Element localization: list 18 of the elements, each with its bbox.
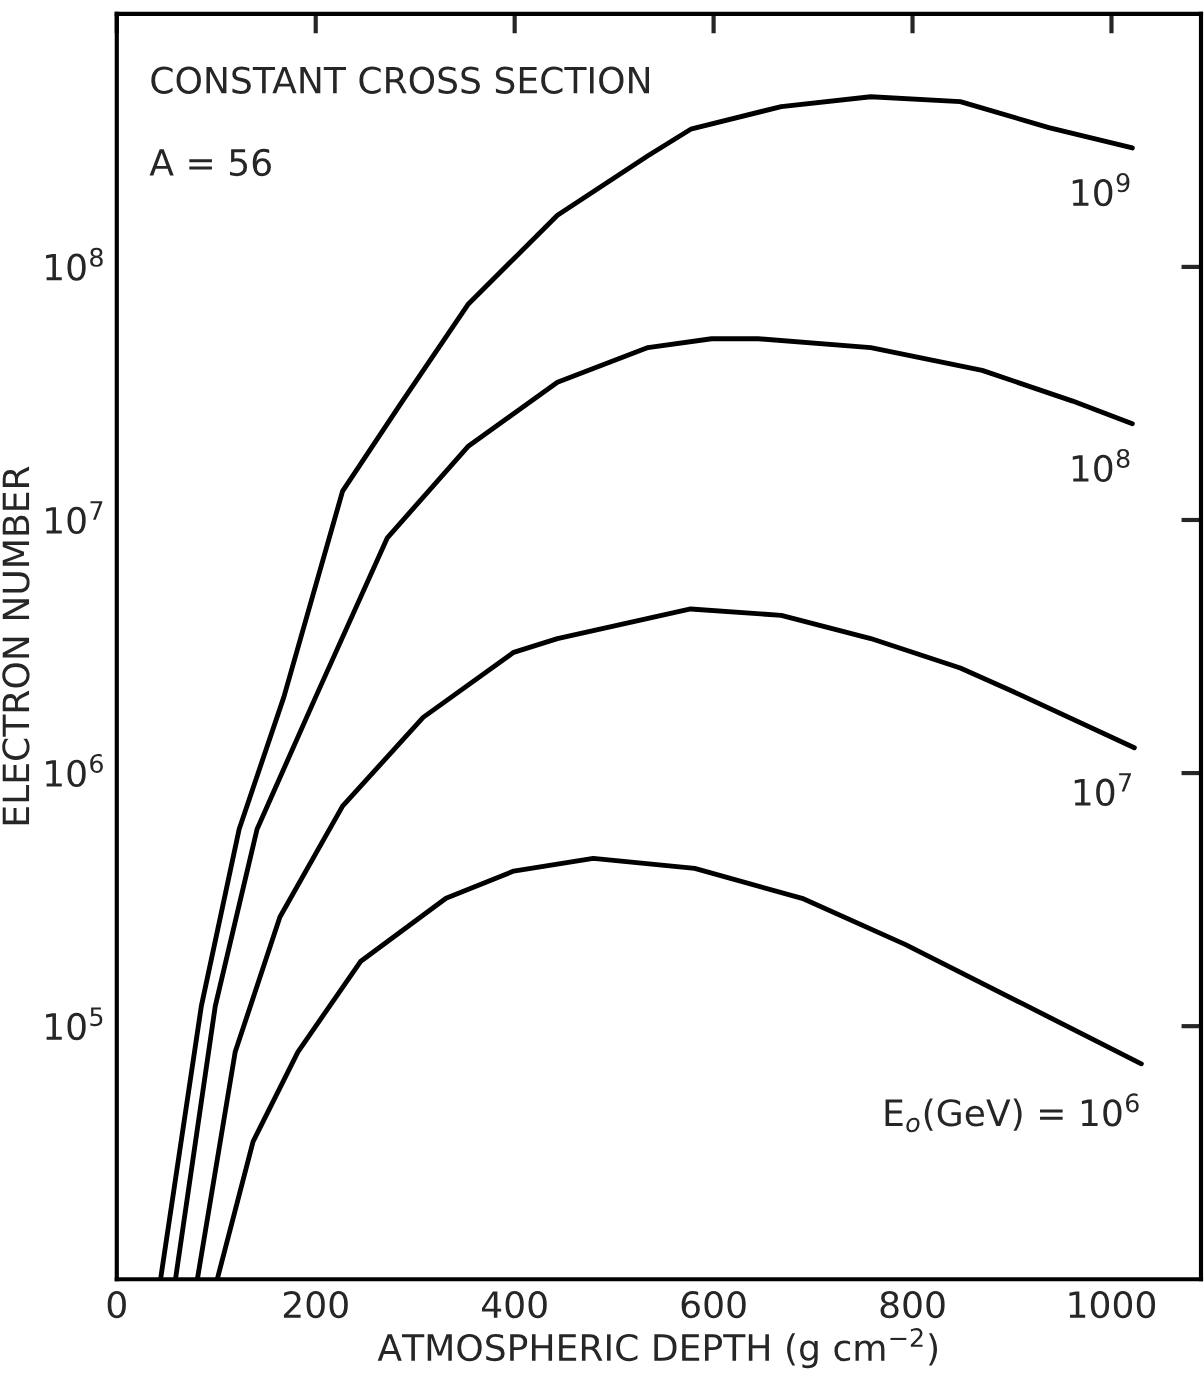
x-tick-label: 600	[681, 1291, 746, 1319]
annotation: CONSTANT CROSS SECTION	[151, 66, 649, 94]
annotation: A = 56	[149, 148, 271, 177]
series-label: 10$^{9}$	[1072, 173, 1130, 207]
x-tick-label: 400	[481, 1291, 547, 1319]
y-tick-label: 10$^{5}$	[46, 1007, 103, 1041]
x-tick-label: 1000	[1069, 1291, 1156, 1319]
series-label: 10$^{8}$	[1072, 448, 1130, 482]
y-tick-label: 10$^{8}$	[46, 247, 103, 281]
y-tick-label: 10$^{6}$	[46, 753, 103, 788]
series-label: 10$^{7}$	[1074, 773, 1132, 806]
x-axis-title: ATMOSPHERIC DEPTH (g cm$^{−2}$)	[377, 1328, 938, 1369]
y-tick-label: 10$^{7}$	[46, 501, 103, 534]
y-axis-title: ELECTRON NUMBER	[2, 466, 30, 825]
x-tick-label: 200	[283, 1291, 348, 1319]
x-tick-label: 800	[880, 1291, 945, 1319]
x-tick-label: 0	[107, 1291, 126, 1319]
series-label: E$_{o}$(GeV) = 10$^{6}$	[885, 1093, 1139, 1133]
